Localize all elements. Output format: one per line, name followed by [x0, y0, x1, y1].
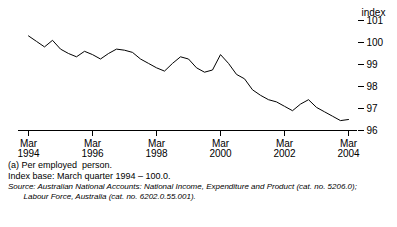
svg-text:Mar2004: Mar2004: [337, 138, 360, 159]
svg-text:Mar2000: Mar2000: [209, 138, 232, 159]
svg-text:Mar1994: Mar1994: [17, 138, 40, 159]
svg-text:Mar2002: Mar2002: [273, 138, 296, 159]
svg-text:96: 96: [367, 125, 379, 136]
html-text:Source: Australian National Ac: Source: Australian National Accounts: Na…: [8, 182, 357, 191]
svg-text:100: 100: [367, 37, 384, 48]
svg-text:Mar1998: Mar1998: [145, 138, 168, 159]
svg-text:101: 101: [366, 14, 384, 26]
html-text:(a) Per employed person.: (a) Per employed person.: [8, 160, 113, 170]
svg-text:index: index: [362, 7, 386, 18]
html-text:Labour Force, Australia (cat.: Labour Force, Australia (cat. no. 6202.0…: [8, 192, 196, 201]
html-text:Index base: March quarter 1994: Index base: March quarter 1994 – 100.0.: [8, 171, 171, 181]
svg-text:99: 99: [367, 59, 379, 70]
svg-text:98: 98: [367, 81, 379, 92]
svg-text:Mar1996: Mar1996: [81, 138, 104, 159]
svg-text:97: 97: [367, 103, 379, 114]
